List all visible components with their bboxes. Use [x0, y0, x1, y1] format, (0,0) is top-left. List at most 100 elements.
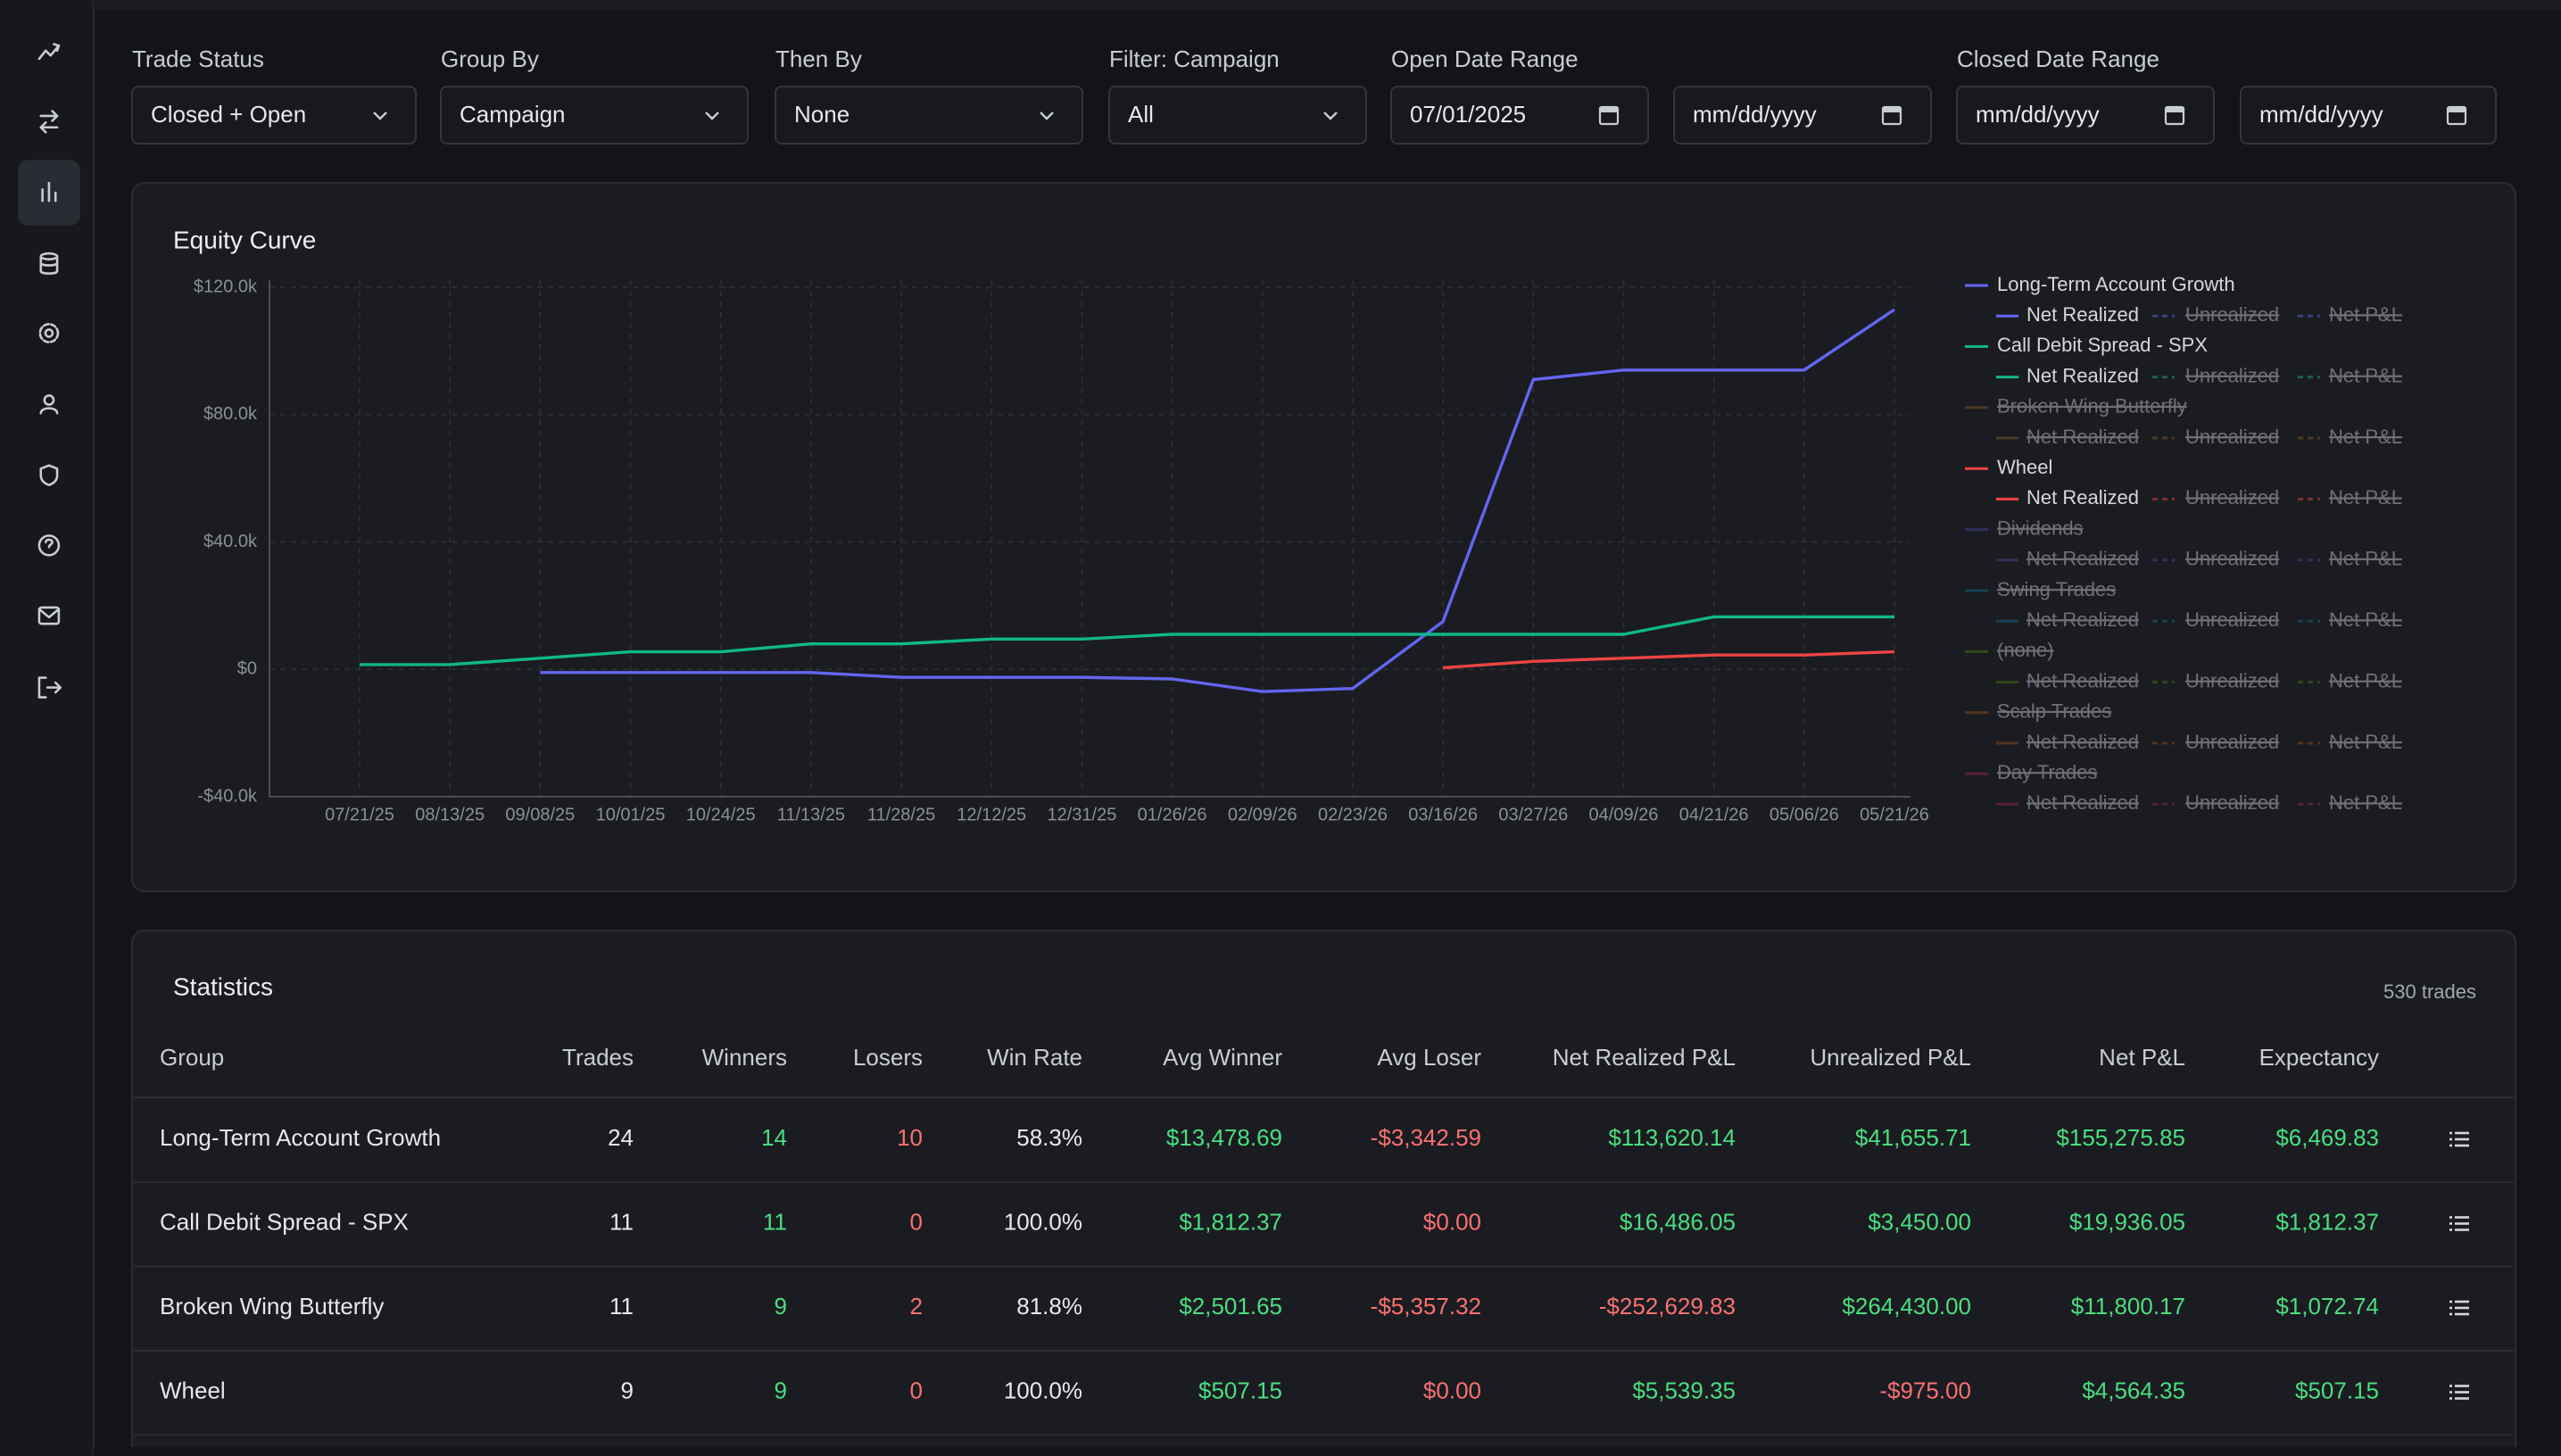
legend-group[interactable]: Day Trades	[1997, 761, 2098, 783]
legend-line-label[interactable]: Net Realized	[2026, 669, 2139, 691]
list-icon-bar	[2455, 1391, 2469, 1394]
sidebar-icons	[18, 43, 80, 699]
legend-group[interactable]: (none)	[1997, 639, 2054, 661]
filter-label: Trade Status	[132, 46, 264, 72]
list-icon-dot	[2449, 1144, 2452, 1147]
table-cell: $13,478.69	[1166, 1124, 1282, 1151]
legend-line-label[interactable]: Net Realized	[2026, 548, 2139, 570]
select-box[interactable]	[131, 86, 417, 145]
list-icon-bar	[2455, 1300, 2469, 1303]
legend-line-label[interactable]: Unrealized	[2185, 608, 2279, 631]
nav-chart-icon[interactable]	[41, 181, 57, 203]
nav-database-icon[interactable]	[39, 255, 59, 275]
nav-user-icon[interactable]	[43, 394, 55, 406]
list-icon-dot	[2449, 1385, 2452, 1387]
legend-line-label[interactable]: Unrealized	[2185, 669, 2279, 691]
legend-line-label[interactable]: Unrealized	[2185, 303, 2279, 326]
table-cell: -$3,342.59	[1371, 1124, 1481, 1151]
legend-line-label[interactable]: Net P&L	[2329, 364, 2402, 386]
legend-line-label[interactable]: Net Realized	[2026, 426, 2139, 448]
row-detail-button[interactable]	[2449, 1216, 2469, 1231]
group-name: Wheel	[160, 1377, 226, 1403]
nav-settings-icon[interactable]	[44, 328, 54, 338]
x-tick-label: 12/31/25	[1047, 805, 1116, 824]
x-tick-label: 09/08/25	[505, 805, 575, 824]
control-value: Closed + Open	[151, 101, 306, 128]
table-cell: 58.3%	[1016, 1124, 1082, 1151]
legend-group[interactable]: Dividends	[1997, 517, 2084, 539]
nav-mail-flap	[37, 608, 61, 619]
x-tick-label: 10/24/25	[686, 805, 756, 824]
table-cell: 81.8%	[1016, 1293, 1082, 1320]
nav-transfer-icon[interactable]	[39, 110, 59, 134]
legend-group[interactable]: Wheel	[1997, 456, 2052, 478]
filters: Trade Status Closed + Open Group By Campaig…	[131, 46, 2497, 145]
legend-line-label[interactable]: Net P&L	[2329, 731, 2402, 753]
legend-line-label[interactable]: Net P&L	[2329, 608, 2402, 631]
column-header: Net Realized P&L	[1553, 1044, 1736, 1071]
nav-trend-icon[interactable]	[37, 44, 61, 61]
list-icon-dot	[2449, 1138, 2452, 1141]
legend-line-label[interactable]: Net P&L	[2329, 791, 2402, 814]
legend-group[interactable]: Long-Term Account Growth	[1997, 273, 2235, 295]
group-name: Long-Term Account Growth	[160, 1124, 441, 1151]
table-cell: 11	[609, 1293, 634, 1320]
row-detail-button[interactable]	[2449, 1385, 2469, 1400]
legend-group[interactable]: Broken Wing Butterfly	[1997, 395, 2187, 418]
table-cell: $5,539.35	[1632, 1377, 1736, 1403]
legend-line-label[interactable]: Net Realized	[2026, 791, 2139, 814]
table-cell: $1,812.37	[1179, 1208, 1282, 1235]
x-tick-label: 11/13/25	[777, 805, 845, 824]
list-icon-dot	[2449, 1228, 2452, 1231]
legend-line-label[interactable]: Unrealized	[2185, 364, 2279, 386]
nav-logout-icon[interactable]	[37, 676, 62, 699]
column-header: Group	[160, 1044, 224, 1071]
table-cell: -$975.00	[1879, 1377, 1971, 1403]
legend-line-label[interactable]: Net Realized	[2026, 731, 2139, 753]
legend-line-label[interactable]: Net Realized	[2026, 303, 2139, 326]
list-icon-bar	[2455, 1138, 2469, 1141]
select-box[interactable]	[440, 86, 749, 145]
legend-line-label[interactable]: Net P&L	[2329, 548, 2402, 570]
column-header: Avg Winner	[1163, 1044, 1282, 1071]
y-tick-label: $0	[237, 659, 257, 679]
legend-group[interactable]: Scalp Trades	[1997, 700, 2111, 723]
select-box[interactable]	[775, 86, 1083, 145]
date-input[interactable]	[2240, 86, 2497, 145]
column-header: Avg Loser	[1377, 1044, 1481, 1071]
x-tick-label: 12/12/25	[957, 805, 1026, 824]
legend-line-label[interactable]: Unrealized	[2185, 486, 2279, 509]
list-icon-bar	[2455, 1385, 2469, 1387]
table-cell: $11,800.17	[2071, 1293, 2185, 1320]
column-header: Trades	[562, 1044, 634, 1071]
legend-line-label[interactable]: Net P&L	[2329, 669, 2402, 691]
legend-line-label[interactable]: Unrealized	[2185, 731, 2279, 753]
chart-title: Equity Curve	[173, 226, 316, 253]
row-detail-button[interactable]	[2449, 1300, 2469, 1316]
nav-shield-icon[interactable]	[39, 464, 59, 486]
legend-line-label[interactable]: Net Realized	[2026, 486, 2139, 509]
select-box[interactable]	[1108, 86, 1367, 145]
legend-group[interactable]: Call Debit Spread - SPX	[1997, 334, 2208, 356]
x-tick-label: 02/23/26	[1318, 805, 1388, 824]
table-cell: $6,469.83	[2275, 1124, 2379, 1151]
date-input[interactable]	[1390, 86, 1649, 145]
list-icon-dot	[2449, 1391, 2452, 1394]
legend-line-label[interactable]: Net P&L	[2329, 303, 2402, 326]
legend-line-label[interactable]: Net Realized	[2026, 608, 2139, 631]
date-input[interactable]	[1956, 86, 2215, 145]
legend-line-label[interactable]: Unrealized	[2185, 548, 2279, 570]
legend-line-label[interactable]: Unrealized	[2185, 791, 2279, 814]
table-cell: 0	[910, 1377, 923, 1403]
legend-group[interactable]: Swing Trades	[1997, 578, 2116, 600]
nav-help-icon[interactable]	[37, 534, 61, 557]
legend-line-label[interactable]: Unrealized	[2185, 426, 2279, 448]
top-strip	[94, 0, 2561, 11]
date-input[interactable]	[1673, 86, 1932, 145]
legend-line-label[interactable]: Net P&L	[2329, 486, 2402, 509]
legend-line-label[interactable]: Net P&L	[2329, 426, 2402, 448]
legend-line-label[interactable]: Net Realized	[2026, 364, 2139, 386]
nav-mail-icon[interactable]	[37, 606, 61, 625]
row-detail-button[interactable]	[2449, 1131, 2469, 1147]
calendar-icon-top	[1600, 107, 1618, 112]
